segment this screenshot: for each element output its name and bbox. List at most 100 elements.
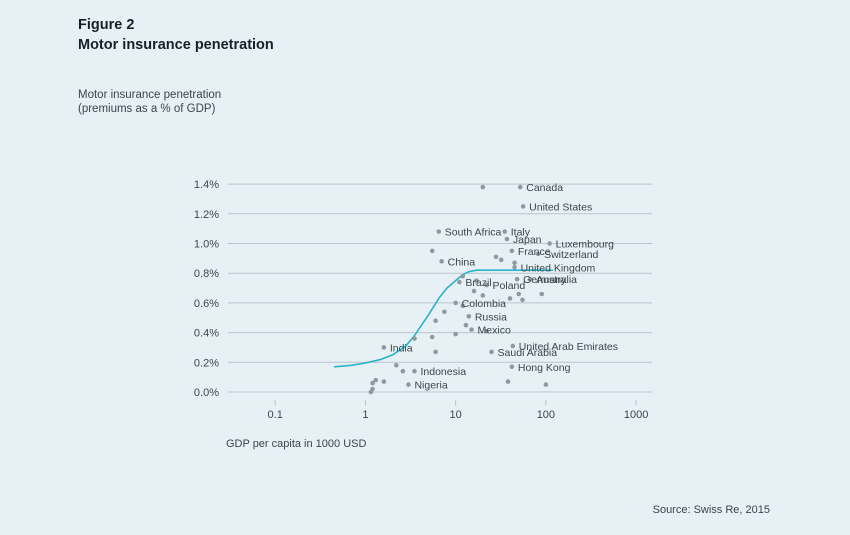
- y-tick-label: 0.8%: [194, 268, 219, 280]
- scatter-point: [460, 303, 466, 309]
- point-label: Japan: [513, 234, 542, 246]
- scatter-point: [509, 248, 515, 254]
- data-points: [368, 184, 552, 395]
- scatter-point: [535, 251, 541, 257]
- figure-number: Figure 2: [78, 17, 135, 33]
- y-axis-label-line-1: Motor insurance penetration: [78, 89, 222, 101]
- scatter-point: [493, 254, 499, 260]
- x-tick-label: 10: [450, 409, 462, 421]
- y-tick-label: 1.4%: [194, 179, 219, 191]
- point-label: Italy: [511, 227, 531, 239]
- figure-title: Motor insurance penetration: [78, 37, 274, 53]
- point-label: United Kingdom: [521, 262, 596, 274]
- point-labels: Canada United States South Africa ItalyJapa…: [390, 182, 618, 392]
- point-label: United States: [529, 201, 592, 213]
- x-tick-label: 1: [362, 409, 368, 421]
- scatter-point: [412, 336, 417, 341]
- trend-curve-group: [334, 269, 553, 368]
- scatter-point: [466, 313, 472, 319]
- scatter-point: [480, 293, 486, 298]
- scatter-point: [547, 241, 552, 246]
- y-tick-label: 0.4%: [194, 328, 219, 340]
- scatter-point: [471, 288, 477, 294]
- scatter-point: [527, 276, 533, 282]
- scatter-point: [480, 184, 486, 190]
- x-tick-label: 0.1: [268, 409, 283, 421]
- point-label: Switzerland: [544, 249, 598, 261]
- y-tick-label: 0.2%: [194, 357, 219, 369]
- scatter-point: [489, 349, 494, 355]
- point-label: South Africa: [445, 227, 502, 239]
- grid-lines: [228, 183, 652, 393]
- scatter-point: [539, 291, 545, 297]
- scatter-point: [429, 248, 435, 254]
- scatter-point: [400, 368, 406, 374]
- point-label: Poland: [493, 280, 526, 292]
- scatter-point: [474, 278, 479, 283]
- scatter-point: [453, 331, 458, 337]
- scatter-point: [509, 364, 515, 370]
- point-label: India: [390, 342, 413, 354]
- scatter-point: [381, 345, 387, 350]
- scatter-point: [370, 380, 375, 386]
- scatter-point: [498, 257, 504, 263]
- y-tick-label: 0.0%: [194, 387, 219, 399]
- scatter-point: [453, 300, 458, 306]
- y-axis-label-line-2: (premiums as a % of GDP): [78, 103, 216, 115]
- y-tick-label: 0.6%: [194, 298, 219, 310]
- x-axis-label: GDP per capita in 1000 USD: [226, 438, 367, 450]
- scatter-point: [507, 296, 513, 301]
- scatter-point: [469, 327, 474, 332]
- scatter-point: [436, 229, 442, 234]
- scatter-point: [463, 322, 469, 328]
- point-label: Germany: [523, 274, 567, 286]
- y-tick-label: 1.2%: [194, 209, 219, 221]
- scatter-point: [442, 309, 447, 315]
- scatter-point: [368, 389, 374, 395]
- scatter-point: [373, 377, 378, 383]
- point-label: Luxembourg: [556, 239, 615, 251]
- scatter-point: [520, 297, 525, 303]
- scatter-point: [439, 259, 444, 264]
- scatter-point: [520, 204, 526, 209]
- point-label: Colombia: [462, 298, 507, 310]
- scatter-point: [543, 382, 549, 387]
- y-tick-label: 1.0%: [194, 239, 219, 251]
- scatter-point: [512, 264, 517, 270]
- point-label: Russia: [475, 311, 507, 323]
- point-label: Saudi Arabia: [498, 347, 558, 359]
- scatter-point: [433, 349, 438, 355]
- point-label: Hong Kong: [518, 362, 571, 374]
- scatter-point: [460, 273, 466, 279]
- point-label: Indonesia: [421, 366, 467, 378]
- point-label: Brazil: [465, 277, 491, 289]
- scatter-point: [394, 362, 399, 368]
- scatter-point: [484, 328, 489, 334]
- scatter-point: [433, 318, 438, 324]
- point-label: France: [518, 246, 551, 258]
- source-note: Source: Swiss Re, 2015: [652, 504, 770, 516]
- scatter-point: [381, 379, 387, 384]
- x-tick-label: 1000: [624, 409, 648, 421]
- scatter-point: [512, 260, 517, 266]
- point-label: Canada: [526, 182, 563, 194]
- point-label: China: [448, 256, 476, 268]
- scatter-point: [429, 334, 435, 340]
- scatter-point: [484, 282, 489, 288]
- point-label: Mexico: [478, 325, 511, 337]
- scatter-point: [504, 236, 510, 242]
- scatter-point: [412, 368, 417, 374]
- point-label: Nigeria: [414, 380, 447, 392]
- x-tick-label: 100: [537, 409, 555, 421]
- scatter-point: [457, 279, 462, 285]
- scatter-point: [505, 379, 511, 384]
- y-tick-labels: 0.0% 0.2% 0.4% 0.6% 0.8% 1.0% 1.2% 1.4%: [194, 179, 219, 399]
- scatter-point: [502, 229, 508, 234]
- point-label: Australia: [536, 274, 577, 286]
- scatter-point: [516, 291, 522, 297]
- scatter-point: [517, 184, 523, 190]
- trend-curve: [334, 269, 553, 368]
- scatter-point: [514, 276, 520, 282]
- x-tick-labels: 0.1 1 10 100 1000: [268, 400, 648, 421]
